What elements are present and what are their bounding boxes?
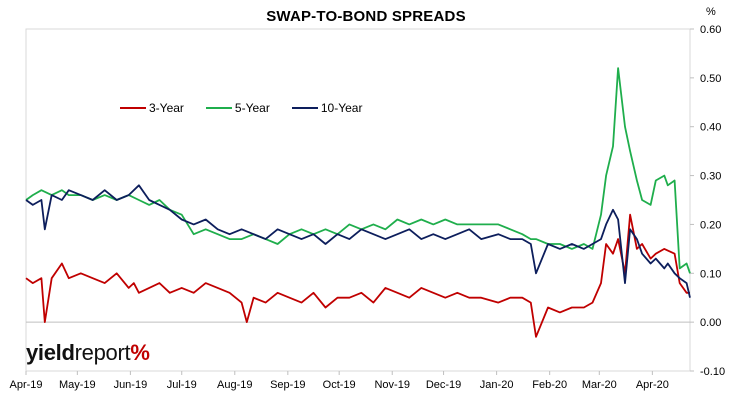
- logo-part-report: report: [74, 340, 131, 365]
- legend-item-5-year: 5-Year: [205, 101, 270, 115]
- x-tick-label: Feb-20: [532, 379, 567, 391]
- y-tick-label: 0.40: [700, 122, 721, 134]
- x-tick-label: Apr-19: [9, 379, 42, 391]
- y-tick-label: 0.20: [700, 219, 721, 231]
- logo-part-percent: %: [130, 340, 150, 365]
- x-tick-label: Mar-20: [582, 379, 617, 391]
- plot-area-border: [25, 28, 691, 372]
- legend-label-3-year: 3-Year: [149, 101, 184, 115]
- legend-swatch-5-year: [205, 107, 232, 109]
- legend-item-10-year: 10-Year: [291, 101, 363, 115]
- series-line-10-year: [25, 184, 691, 298]
- legend-swatch-10-year: [291, 107, 318, 109]
- legend-label-10-year: 10-Year: [320, 101, 363, 115]
- y-tick-label: 0.30: [700, 171, 721, 183]
- y-tick-label: 0.10: [700, 268, 721, 280]
- x-tick-label: Sep-19: [270, 379, 305, 391]
- series-line-5-year: [25, 67, 691, 274]
- chart-title: SWAP-TO-BOND SPREADS: [266, 8, 466, 25]
- legend-item-3-year: 3-Year: [120, 101, 184, 115]
- y-tick-label: 0.00: [700, 317, 721, 329]
- x-tick-label: Dec-19: [426, 379, 461, 391]
- x-tick-label: Oct-19: [323, 379, 356, 391]
- yieldreport-logo: yieldreport%: [26, 340, 150, 366]
- x-tick-label: Jun-19: [114, 379, 148, 391]
- logo-part-yield: yield: [26, 340, 75, 365]
- x-tick-label: May-19: [59, 379, 96, 391]
- x-tick-label: Aug-19: [217, 379, 252, 391]
- x-tick-label: Nov-19: [374, 379, 409, 391]
- x-tick-label: Jan-20: [480, 379, 514, 391]
- y-tick-label: 0.60: [700, 24, 721, 36]
- series-line-3-year: [25, 213, 690, 338]
- y-tick-label: 0.50: [700, 73, 721, 85]
- y-axis-unit-label: %: [706, 6, 716, 18]
- x-tick-label: Jul-19: [167, 379, 197, 391]
- x-tick-label: Apr-20: [636, 379, 669, 391]
- legend-label-5-year: 5-Year: [234, 101, 270, 115]
- y-tick-label: -0.10: [700, 366, 725, 378]
- chart-legend: 3-Year 5-Year 10-Year: [120, 101, 384, 115]
- legend-swatch-3-year: [120, 107, 146, 109]
